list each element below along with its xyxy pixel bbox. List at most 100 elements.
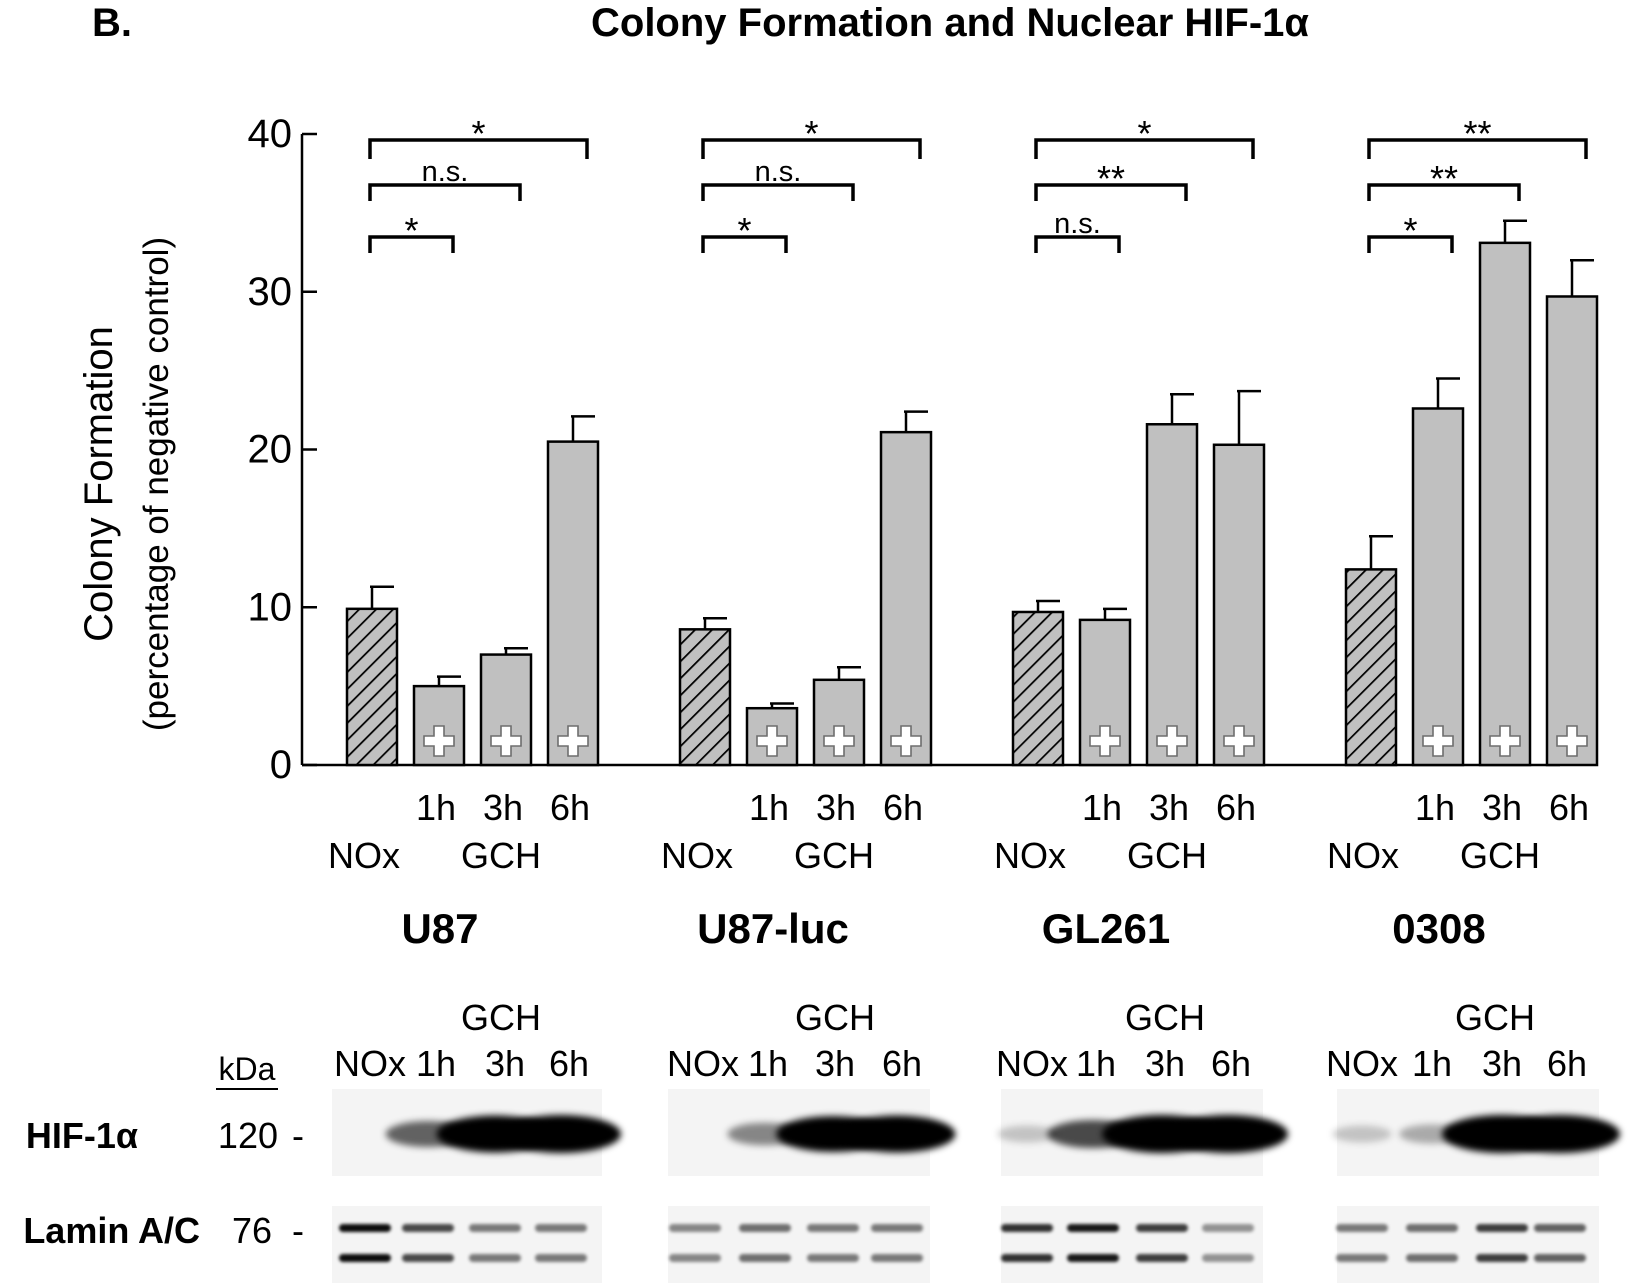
y-tick-label: 0 [270,743,292,787]
bar-gch-6h [546,440,600,767]
kda-dash-lamin: - [292,1210,304,1251]
cell-line-label: GL261 [1042,905,1170,952]
blot-lane-label: 3h [1145,1043,1185,1084]
plus-icon [823,725,855,757]
blot-lane-label: NOx [996,1043,1068,1084]
blot-lane-label: 1h [416,1043,456,1084]
plus-icon [756,725,788,757]
plus-icon [423,725,455,757]
significance-bracket [368,235,455,253]
lamin-blot-strip [1001,1206,1263,1283]
bar-control-nox [345,607,399,767]
bar-gch-6h [1545,295,1599,767]
plus-icon [1422,725,1454,757]
x-tick-label: 3h [1149,787,1189,828]
significance-bracket [368,183,522,201]
lamin-band [1067,1254,1119,1262]
treatment-label: GCH [461,835,541,876]
blot-gch-label: GCH [1455,997,1535,1038]
blot-lane-label: 6h [882,1043,922,1084]
blot-lane-label: 6h [1547,1043,1587,1084]
bar-gch-3h [1145,423,1199,767]
blot-lane-label: 3h [1482,1043,1522,1084]
significance-label: * [737,210,751,251]
plus-icon [1223,725,1255,757]
lamin-band [739,1254,791,1262]
significance-label: n.s. [755,156,802,188]
bar-control-nox [1011,610,1065,767]
plus-icon [1089,725,1121,757]
significance-label: ** [1430,158,1458,199]
lamin-band [807,1224,859,1232]
significance-bracket [368,138,589,159]
blot-lane-label: NOx [334,1043,406,1084]
plus-icon [1556,725,1588,757]
lamin-band [1406,1254,1458,1262]
lamin-band [1001,1224,1053,1232]
significance-bracket [1034,138,1255,159]
lamin-band [469,1224,521,1232]
treatment-label: GCH [794,835,874,876]
lamin-band [1534,1254,1586,1262]
cell-line-label: 0308 [1392,905,1485,952]
x-tick-label: 6h [1216,787,1256,828]
hif-band [1500,1115,1620,1153]
bar-group-u87 [345,415,600,767]
x-tick-label: 1h [1415,787,1455,828]
cell-line-label: U87-luc [697,905,849,952]
significance-label: n.s. [1054,208,1101,240]
x-tick-label: 3h [483,787,523,828]
blot-lane-label: 1h [748,1043,788,1084]
significance-bracket [1367,235,1454,253]
cell-line-label: U87 [401,905,478,952]
bar-gch-1h [1411,407,1465,767]
kda-value-lamin: 76 [232,1210,272,1251]
control-label: NOx [1327,835,1399,876]
blot-lane-label: 3h [485,1043,525,1084]
lamin-band [339,1224,391,1232]
lamin-band [807,1254,859,1262]
panel-label: B. [92,1,132,45]
y-axis-label: Colony Formation [77,326,121,642]
significance-label: * [404,210,418,251]
y-axis-sublabel: (percentage of negative control) [137,237,176,731]
lamin-band [1336,1224,1388,1232]
lamin-band [1067,1224,1119,1232]
plus-icon [557,725,589,757]
lamin-band [669,1224,721,1232]
lamin-band [1001,1254,1053,1262]
lamin-band [871,1254,923,1262]
hif-band [838,1115,956,1153]
blot-panel: GCH NOx 1h 3h 6h [332,997,621,1283]
bar-group-0308 [1344,219,1599,767]
protein-label-lamin: Lamin A/C [23,1210,200,1251]
control-label: NOx [661,835,733,876]
kda-value-hif: 120 [218,1115,278,1156]
lamin-band [871,1224,923,1232]
lamin-band [1476,1254,1528,1262]
lamin-band [402,1224,454,1232]
lamin-band [402,1254,454,1262]
lamin-blot-strip [332,1206,602,1283]
blot-lane-label: 6h [1211,1043,1251,1084]
lamin-band [1534,1224,1586,1232]
treatment-label: GCH [1460,835,1540,876]
hif-band [501,1115,621,1153]
bar-gch-6h [1212,443,1266,767]
significance-bracket [701,138,922,159]
protein-label-hif: HIF-1α [26,1115,138,1156]
significance-bracket [701,235,788,253]
significance-label: n.s. [422,156,469,188]
blot-lane-label: 6h [549,1043,589,1084]
lamin-band [1136,1254,1188,1262]
chart-title: Colony Formation and Nuclear HIF-1α [591,1,1309,45]
hif-band [997,1125,1057,1143]
treatment-label: GCH [1127,835,1207,876]
bar-gch-6h [879,430,933,767]
hif-band [1332,1125,1392,1143]
plus-icon [890,725,922,757]
lamin-band [1336,1254,1388,1262]
blot-panel: GCH NOx 1h 3h 6h [667,997,956,1283]
x-tick-label: 3h [1482,787,1522,828]
